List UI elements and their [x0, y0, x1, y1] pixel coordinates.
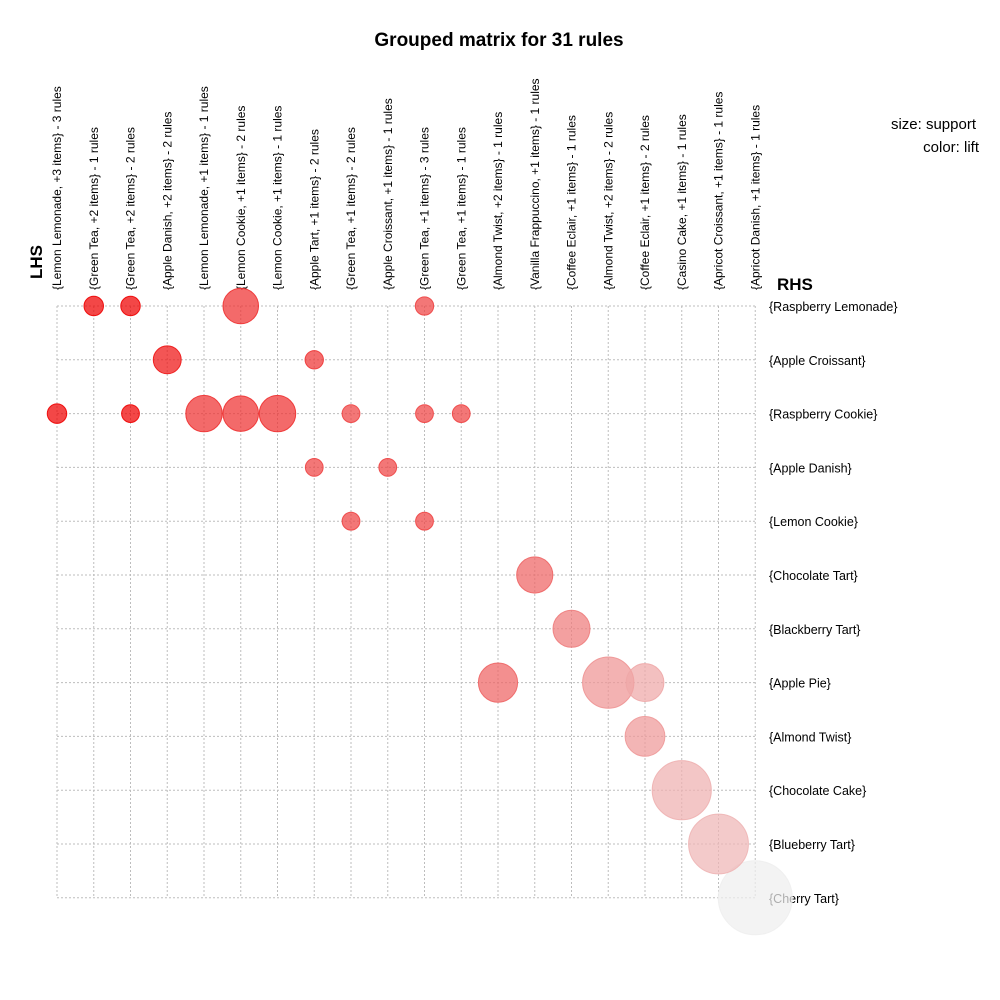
- rule-point: [121, 404, 140, 423]
- lhs-labels: {Lemon Lemonade, +3 items} - 3 rules {Gre…: [50, 78, 762, 290]
- rule-point: [477, 662, 519, 703]
- rhs-item-label: {Raspberry Lemonade}: [769, 300, 898, 314]
- lhs-group-label: {Apple Danish, +2 items} - 2 rules: [160, 112, 174, 290]
- rhs-item-label: {Blueberry Tart}: [769, 838, 855, 852]
- rule-points: [46, 287, 793, 936]
- rule-point: [83, 295, 104, 317]
- lhs-group-label: {Coffee Eclair, +1 items} - 2 rules: [638, 115, 652, 290]
- rule-point: [625, 663, 665, 703]
- grid-lines: [56, 305, 756, 899]
- lhs-group-label: {Apple Tart, +1 items} - 2 rules: [307, 129, 321, 290]
- lhs-group-label: {Casino Cake, +1 items} - 1 rules: [675, 114, 689, 290]
- rhs-item-label: {Apple Croissant}: [769, 354, 866, 368]
- rule-point: [717, 860, 793, 936]
- rhs-axis-title: RHS: [777, 275, 813, 294]
- lhs-group-label: {Apricot Croissant, +1 items} - 1 rules: [712, 92, 726, 290]
- rhs-item-label: {Apple Pie}: [769, 677, 831, 691]
- rule-point: [222, 287, 260, 325]
- rule-point: [304, 350, 324, 370]
- rule-point: [624, 716, 666, 757]
- rhs-item-label: {Chocolate Tart}: [769, 569, 858, 583]
- rhs-item-label: {Lemon Cookie}: [769, 515, 858, 529]
- lhs-group-label: {Lemon Lemonade, +3 items} - 3 rules: [50, 86, 64, 290]
- lhs-group-label: {Green Tea, +1 items} - 1 rules: [454, 127, 468, 290]
- lhs-group-label: {Apple Croissant, +1 items} - 1 rules: [381, 98, 395, 290]
- lhs-group-label: {Green Tea, +1 items} - 3 rules: [418, 127, 432, 290]
- rule-point: [688, 813, 749, 875]
- rhs-item-label: {Almond Twist}: [769, 730, 851, 744]
- lhs-group-label: {Almond Twist, +2 items} - 2 rules: [601, 112, 615, 290]
- lhs-group-label: {Almond Twist, +2 items} - 1 rules: [491, 112, 505, 290]
- rule-point: [341, 511, 361, 531]
- rule-point: [152, 345, 182, 375]
- lhs-group-label: {Green Tea, +1 items} - 2 rules: [344, 127, 358, 290]
- lhs-group-label: {Lemon Cookie, +1 items} - 1 rules: [271, 106, 285, 290]
- rhs-item-label: {Blackberry Tart}: [769, 623, 860, 637]
- chart-title: Grouped matrix for 31 rules: [374, 30, 623, 51]
- rhs-item-label: {Chocolate Cake}: [769, 784, 866, 798]
- rhs-labels: {Raspberry Lemonade} {Apple Croissant} {Ra…: [769, 300, 898, 906]
- rule-point: [120, 295, 141, 317]
- rule-point: [341, 404, 361, 423]
- rule-point: [414, 296, 435, 316]
- lhs-group-label: {Green Tea, +2 items} - 1 rules: [87, 127, 101, 290]
- rule-point: [415, 511, 434, 531]
- lhs-group-label: {Green Tea, +2 items} - 2 rules: [124, 127, 138, 290]
- rule-point: [304, 458, 324, 477]
- legend-color: color: lift: [923, 139, 980, 156]
- rule-point: [552, 609, 591, 648]
- rule-point: [378, 458, 398, 477]
- rule-point: [185, 394, 223, 433]
- rule-point: [516, 556, 554, 594]
- lhs-group-label: {Lemon Lemonade, +1 items} - 1 rules: [197, 86, 211, 290]
- lhs-group-label: {Lemon Cookie, +1 items} - 2 rules: [234, 106, 248, 290]
- rule-point: [451, 404, 471, 423]
- lhs-group-label: {Apricot Danish, +1 items} - 1 rules: [748, 105, 762, 290]
- rhs-item-label: {Apple Danish}: [769, 461, 852, 475]
- lhs-axis-title: LHS: [27, 245, 46, 279]
- lhs-group-label: {Vanilla Frappuccino, +1 items} - 1 rule…: [528, 78, 542, 290]
- legend-size: size: support: [891, 116, 977, 133]
- rule-point: [415, 404, 434, 423]
- rule-point: [258, 394, 297, 433]
- rule-point: [46, 403, 68, 424]
- rule-point: [651, 760, 712, 821]
- lhs-group-label: {Coffee Eclair, +1 items} - 1 rules: [565, 115, 579, 290]
- rule-point: [222, 395, 260, 432]
- rhs-item-label: {Raspberry Cookie}: [769, 408, 877, 422]
